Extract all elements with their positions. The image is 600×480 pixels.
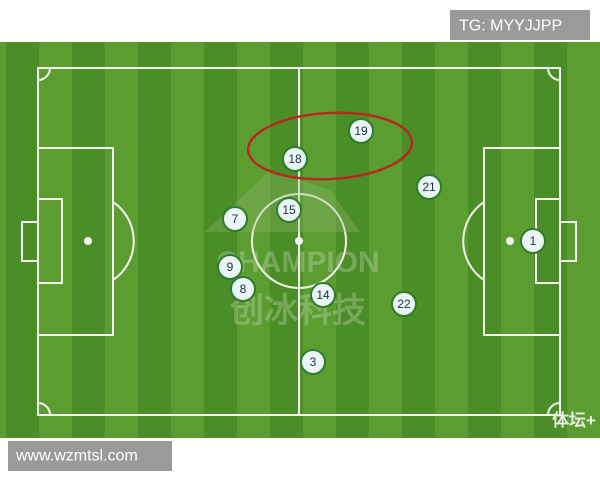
pitch-lines: [21, 67, 577, 416]
watermark-brand: CHAMPION: [216, 246, 379, 279]
player-number: 9: [227, 260, 234, 274]
player-marker: [217, 254, 243, 280]
player-marker: [310, 282, 336, 308]
player-marker: [348, 118, 374, 144]
player: 22: [391, 291, 417, 317]
player-number: 15: [282, 203, 296, 217]
player-number: 1: [530, 234, 537, 248]
player-marker: [520, 228, 546, 254]
player-number: 19: [354, 124, 368, 138]
tag-text: TG: MYYJJPP: [459, 18, 562, 35]
url-text: www.wzmtsl.com: [15, 448, 138, 465]
player-marker: [222, 206, 248, 232]
player-marker: [391, 291, 417, 317]
player-number: 7: [232, 212, 239, 226]
player: 14: [310, 282, 336, 308]
highlight-ellipse: [246, 111, 414, 181]
player: 19: [348, 118, 374, 144]
player: 18: [282, 146, 308, 172]
url-box: [8, 441, 172, 471]
player: 8: [230, 276, 256, 302]
player: 7: [222, 206, 248, 232]
player-marker: [276, 197, 302, 223]
player-marker: [230, 276, 256, 302]
player: 3: [300, 349, 326, 375]
player-number: 22: [397, 297, 411, 311]
player-number: 14: [316, 288, 330, 302]
player-number: 21: [422, 180, 436, 194]
player-number: 8: [240, 282, 247, 296]
player-number: 3: [310, 355, 317, 369]
player-marker: [416, 174, 442, 200]
player: 15: [276, 197, 302, 223]
player: 21: [416, 174, 442, 200]
corner-logo: 体坛+: [552, 410, 596, 430]
player: 9: [217, 254, 243, 280]
player: 1: [520, 228, 546, 254]
player-number: 18: [288, 152, 302, 166]
tag-box: [450, 10, 590, 40]
player-marker: [282, 146, 308, 172]
player-marker: [300, 349, 326, 375]
